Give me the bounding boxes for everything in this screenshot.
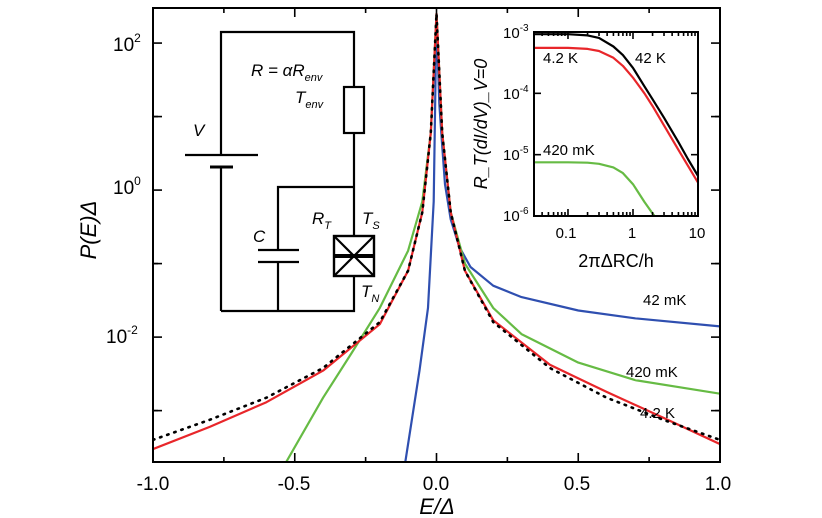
env-temperature-label: Tenv	[295, 88, 325, 111]
x-axis-title: E/Δ	[419, 494, 455, 518]
circuit-wire-branch	[276, 185, 354, 250]
x-tick-label: -0.5	[278, 474, 311, 495]
x-tick-label: -1.0	[137, 474, 170, 495]
inset-y-tick-label: 10-4	[503, 84, 529, 103]
circuit-schematic	[185, 30, 376, 313]
inset-curve-label-42k: 42 K	[635, 50, 666, 67]
y-tick-label: 102	[113, 31, 141, 56]
inset-x-tick-label: 1	[628, 225, 636, 242]
superconductor-temperature-label: TS	[362, 209, 380, 232]
y-axis-title: P(E)Δ	[76, 201, 101, 260]
y-tick-label: 10-2	[106, 323, 138, 348]
inset-ticks	[533, 31, 699, 217]
inset-plot: 0.1 1 10 10-3 10-4 10-5 10-6 2πΔRC/h R_T…	[471, 23, 705, 271]
inset-frame	[533, 31, 699, 217]
inset-series-line-420-mk	[534, 161, 664, 216]
y-tick-label: 100	[113, 174, 141, 199]
circuit-wire-top	[219, 30, 356, 87]
capacitance-label: C	[253, 227, 266, 246]
main-ticks	[152, 8, 721, 462]
inset-x-tick-label: 10	[689, 225, 706, 242]
inset-x-axis-title: 2πΔRC/h	[578, 251, 653, 271]
inset-y-tick-label: 10-6	[503, 206, 529, 225]
circuit-labels: V R = αRenv Tenv C RT TS TN	[193, 61, 380, 305]
resistance-label: R = αRenv	[251, 61, 324, 84]
curve-label-42mk: 42 mK	[643, 292, 686, 309]
inset-series-line-4.2-k	[534, 46, 698, 184]
circuit-wire-bottom	[221, 276, 356, 313]
junction-cross	[333, 235, 375, 277]
resistor-symbol	[342, 85, 366, 135]
x-tick-label: 1.0	[705, 474, 731, 495]
inset-y-tick-label: 10-5	[503, 145, 529, 164]
curve-label-4-2k: 4.2 K	[640, 405, 675, 422]
inset-y-tick-label: 10-3	[503, 23, 529, 42]
x-tick-label: 0.5	[564, 474, 590, 495]
inset-curve-label-420mk: 420 mK	[543, 142, 595, 159]
main-plot: -1.0 -0.5 0.0 0.5 1.0 102 100 10-2 E/Δ P…	[76, 7, 731, 518]
normal-metal-temperature-label: TN	[361, 282, 379, 305]
tunnel-resistance-label: RT	[312, 209, 332, 232]
x-tick-label: 0.0	[423, 474, 449, 495]
inset-y-axis-title: R_T(dI/dV)_V=0	[471, 59, 491, 190]
inset-background	[534, 32, 698, 216]
voltage-label: V	[193, 121, 206, 140]
inset-curve-label-4-2k: 4.2 K	[543, 50, 578, 67]
curve-label-420mk: 420 mK	[626, 364, 678, 381]
series-line-42-mk	[404, 12, 720, 462]
inset-x-tick-label: 0.1	[556, 225, 577, 242]
